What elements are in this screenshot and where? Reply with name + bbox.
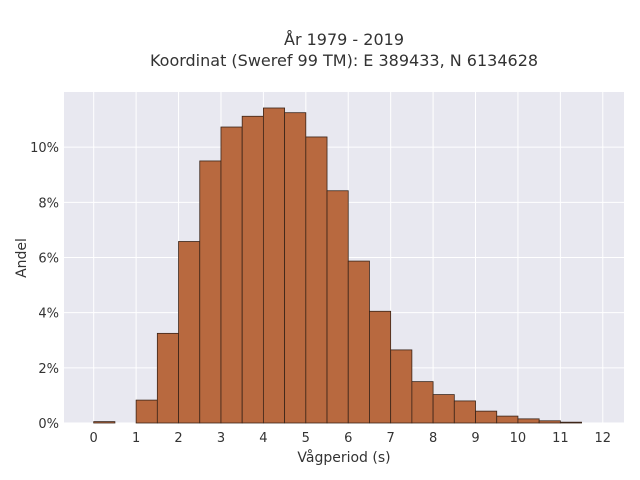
histogram-bar xyxy=(262,107,286,424)
x-tick-label: 3 xyxy=(217,431,225,446)
x-tick-labels: 0 1 2 3 4 5 6 7 8 9 10 11 12 xyxy=(90,431,612,446)
x-tick-label: 10 xyxy=(510,431,527,446)
y-tick-label: 8% xyxy=(38,196,59,211)
x-tick-label: 5 xyxy=(302,431,310,446)
histogram-bar xyxy=(93,421,116,424)
histogram-bar xyxy=(390,349,413,424)
histogram-bar xyxy=(347,260,370,424)
histogram-bar xyxy=(538,420,561,424)
x-tick-label: 8 xyxy=(429,431,437,446)
histogram-bar xyxy=(284,112,307,424)
x-tick-label: 9 xyxy=(471,431,479,446)
histogram-bar xyxy=(432,394,455,424)
histogram-bar xyxy=(178,241,201,424)
histogram-bar xyxy=(453,400,476,424)
histogram-bar xyxy=(517,418,540,424)
chart-title-line-1: År 1979 - 2019 xyxy=(284,30,404,49)
histogram-bar xyxy=(496,415,519,424)
x-tick-label: 12 xyxy=(595,431,612,446)
x-tick-label: 7 xyxy=(387,431,395,446)
histogram-bar xyxy=(475,410,498,424)
histogram-bar xyxy=(220,126,243,424)
x-tick-label: 0 xyxy=(90,431,98,446)
bars xyxy=(93,107,582,424)
y-tick-label: 6% xyxy=(38,252,59,267)
histogram-bar xyxy=(326,190,349,424)
histogram-bar xyxy=(241,115,264,424)
histogram-bar xyxy=(135,399,158,424)
histogram-bar xyxy=(369,310,392,424)
histogram-bar xyxy=(411,381,434,424)
histogram-bar xyxy=(156,332,179,424)
x-tick-label: 6 xyxy=(344,431,352,446)
histogram-bar xyxy=(559,421,582,424)
x-tick-label: 1 xyxy=(132,431,140,446)
histogram-bar xyxy=(199,160,222,424)
y-tick-label: 10% xyxy=(30,141,59,156)
x-tick-label: 4 xyxy=(259,431,267,446)
y-tick-label: 2% xyxy=(38,362,59,377)
histogram-bar xyxy=(305,136,328,424)
y-tick-labels: 0% 2% 4% 6% 8% 10% xyxy=(30,141,59,432)
y-axis-label: Andel xyxy=(14,238,30,278)
x-tick-label: 11 xyxy=(552,431,569,446)
y-tick-label: 4% xyxy=(38,307,59,322)
chart-title-line-2: Koordinat (Sweref 99 TM): E 389433, N 61… xyxy=(150,51,538,70)
x-axis-label: Vågperiod (s) xyxy=(297,449,390,466)
y-tick-label: 0% xyxy=(38,417,59,432)
x-tick-label: 2 xyxy=(174,431,182,446)
